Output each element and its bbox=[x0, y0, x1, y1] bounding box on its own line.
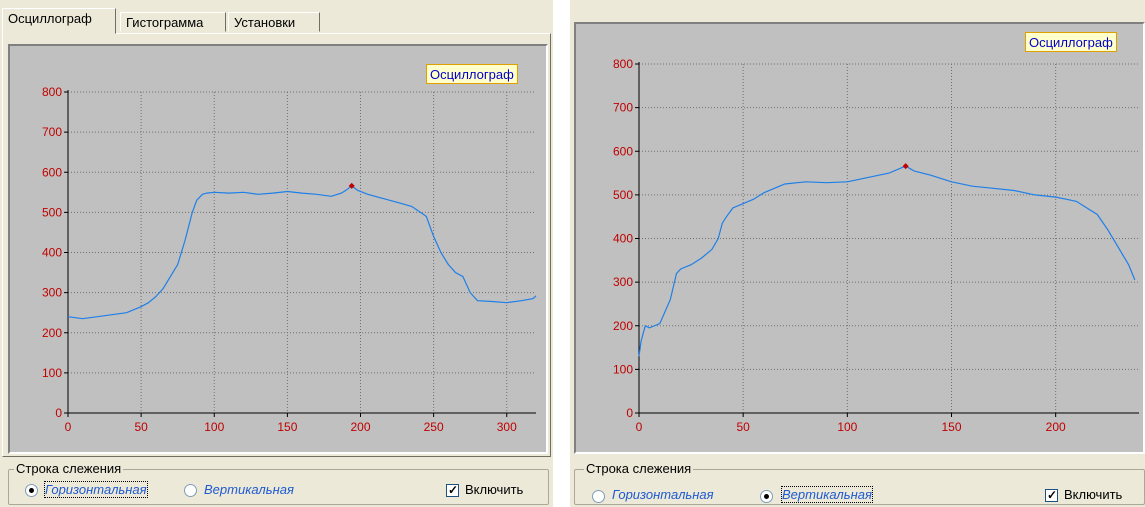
y-tick-label: 800 bbox=[42, 85, 62, 99]
y-tick-label: 400 bbox=[42, 246, 62, 260]
x-tick-label: 300 bbox=[497, 420, 517, 434]
y-tick-label: 200 bbox=[42, 326, 62, 340]
y-tick-label: 200 bbox=[613, 319, 633, 333]
tab-oscillograph[interactable]: Осциллограф bbox=[2, 8, 116, 34]
y-tick-label: 700 bbox=[42, 125, 62, 139]
y-tick-label: 0 bbox=[626, 406, 633, 420]
chart-svg: 0 100 200 300 400 500 600 700 800 0 50 100 150 200 250… bbox=[42, 85, 537, 434]
enable-checkbox[interactable]: ✓ bbox=[1045, 488, 1058, 502]
y-tick-label: 0 bbox=[55, 406, 62, 420]
horizontal-radio-label[interactable]: Горизонтальная bbox=[44, 481, 148, 498]
oscillograph-chart: 0 100 200 300 400 500 600 700 800 0 50 100 150 200 Ос… bbox=[574, 22, 1145, 454]
y-tick-label: 500 bbox=[613, 188, 633, 202]
x-tick-label: 200 bbox=[1046, 420, 1066, 434]
tab-bar: Осциллограф Гистограмма Установки bbox=[0, 0, 553, 34]
series-line bbox=[638, 165, 1136, 357]
oscillograph-chart: 0 100 200 300 400 500 600 700 800 0 50 100 150 200 250… bbox=[8, 44, 548, 454]
chart-legend: Осциллограф bbox=[426, 64, 518, 84]
check-mark-icon: ✓ bbox=[1047, 488, 1058, 502]
y-tick-label: 600 bbox=[613, 144, 633, 158]
x-tick-label: 50 bbox=[736, 420, 750, 434]
tab-settings[interactable]: Установки bbox=[228, 12, 320, 32]
y-tick-label: 500 bbox=[42, 205, 62, 219]
x-tick-label: 150 bbox=[277, 420, 297, 434]
x-tick-label: 50 bbox=[134, 420, 148, 434]
x-tick-label: 200 bbox=[350, 420, 370, 434]
y-tick-label: 300 bbox=[613, 275, 633, 289]
check-mark-icon: ✓ bbox=[448, 483, 459, 497]
y-tick-label: 100 bbox=[42, 366, 62, 380]
tracking-group-title: Строка слежения bbox=[14, 461, 124, 476]
x-tick-label: 0 bbox=[636, 420, 643, 434]
tracking-marker bbox=[348, 182, 355, 189]
horizontal-radio[interactable] bbox=[592, 490, 605, 503]
tracking-marker bbox=[902, 163, 909, 170]
tab-page bbox=[2, 33, 551, 457]
x-tick-label: 150 bbox=[941, 420, 961, 434]
tab-histogram[interactable]: Гистограмма bbox=[120, 12, 226, 32]
vertical-radio-label[interactable]: Вертикальная bbox=[204, 482, 294, 497]
vertical-radio-label[interactable]: Вертикальная bbox=[781, 486, 873, 503]
y-tick-label: 100 bbox=[613, 362, 633, 376]
tracking-group bbox=[8, 469, 549, 505]
enable-checkbox-label[interactable]: Включить bbox=[1064, 487, 1123, 502]
vertical-radio[interactable] bbox=[184, 484, 197, 497]
chart-svg: 0 100 200 300 400 500 600 700 800 0 50 100 150 200 bbox=[613, 57, 1139, 434]
y-tick-label: 400 bbox=[613, 232, 633, 246]
tracking-group-title: Строка слежения bbox=[584, 461, 694, 476]
left-window: Осциллограф Гистограмма Установки 0 100 20… bbox=[0, 0, 553, 507]
x-tick-label: 100 bbox=[204, 420, 224, 434]
x-tick-label: 100 bbox=[837, 420, 857, 434]
y-tick-label: 700 bbox=[613, 101, 633, 115]
x-tick-label: 250 bbox=[424, 420, 444, 434]
horizontal-radio[interactable] bbox=[25, 484, 38, 497]
y-tick-label: 600 bbox=[42, 165, 62, 179]
horizontal-radio-label[interactable]: Горизонтальная bbox=[612, 487, 714, 502]
vertical-radio[interactable] bbox=[760, 490, 773, 503]
y-tick-label: 800 bbox=[613, 57, 633, 71]
chart-legend: Осциллограф bbox=[1025, 32, 1117, 52]
series-line bbox=[67, 185, 537, 320]
y-tick-label: 300 bbox=[42, 286, 62, 300]
right-window: 0 100 200 300 400 500 600 700 800 0 50 100 150 200 Ос… bbox=[570, 0, 1145, 507]
enable-checkbox-label[interactable]: Включить bbox=[465, 482, 524, 497]
x-tick-label: 0 bbox=[65, 420, 72, 434]
enable-checkbox[interactable]: ✓ bbox=[446, 483, 459, 497]
